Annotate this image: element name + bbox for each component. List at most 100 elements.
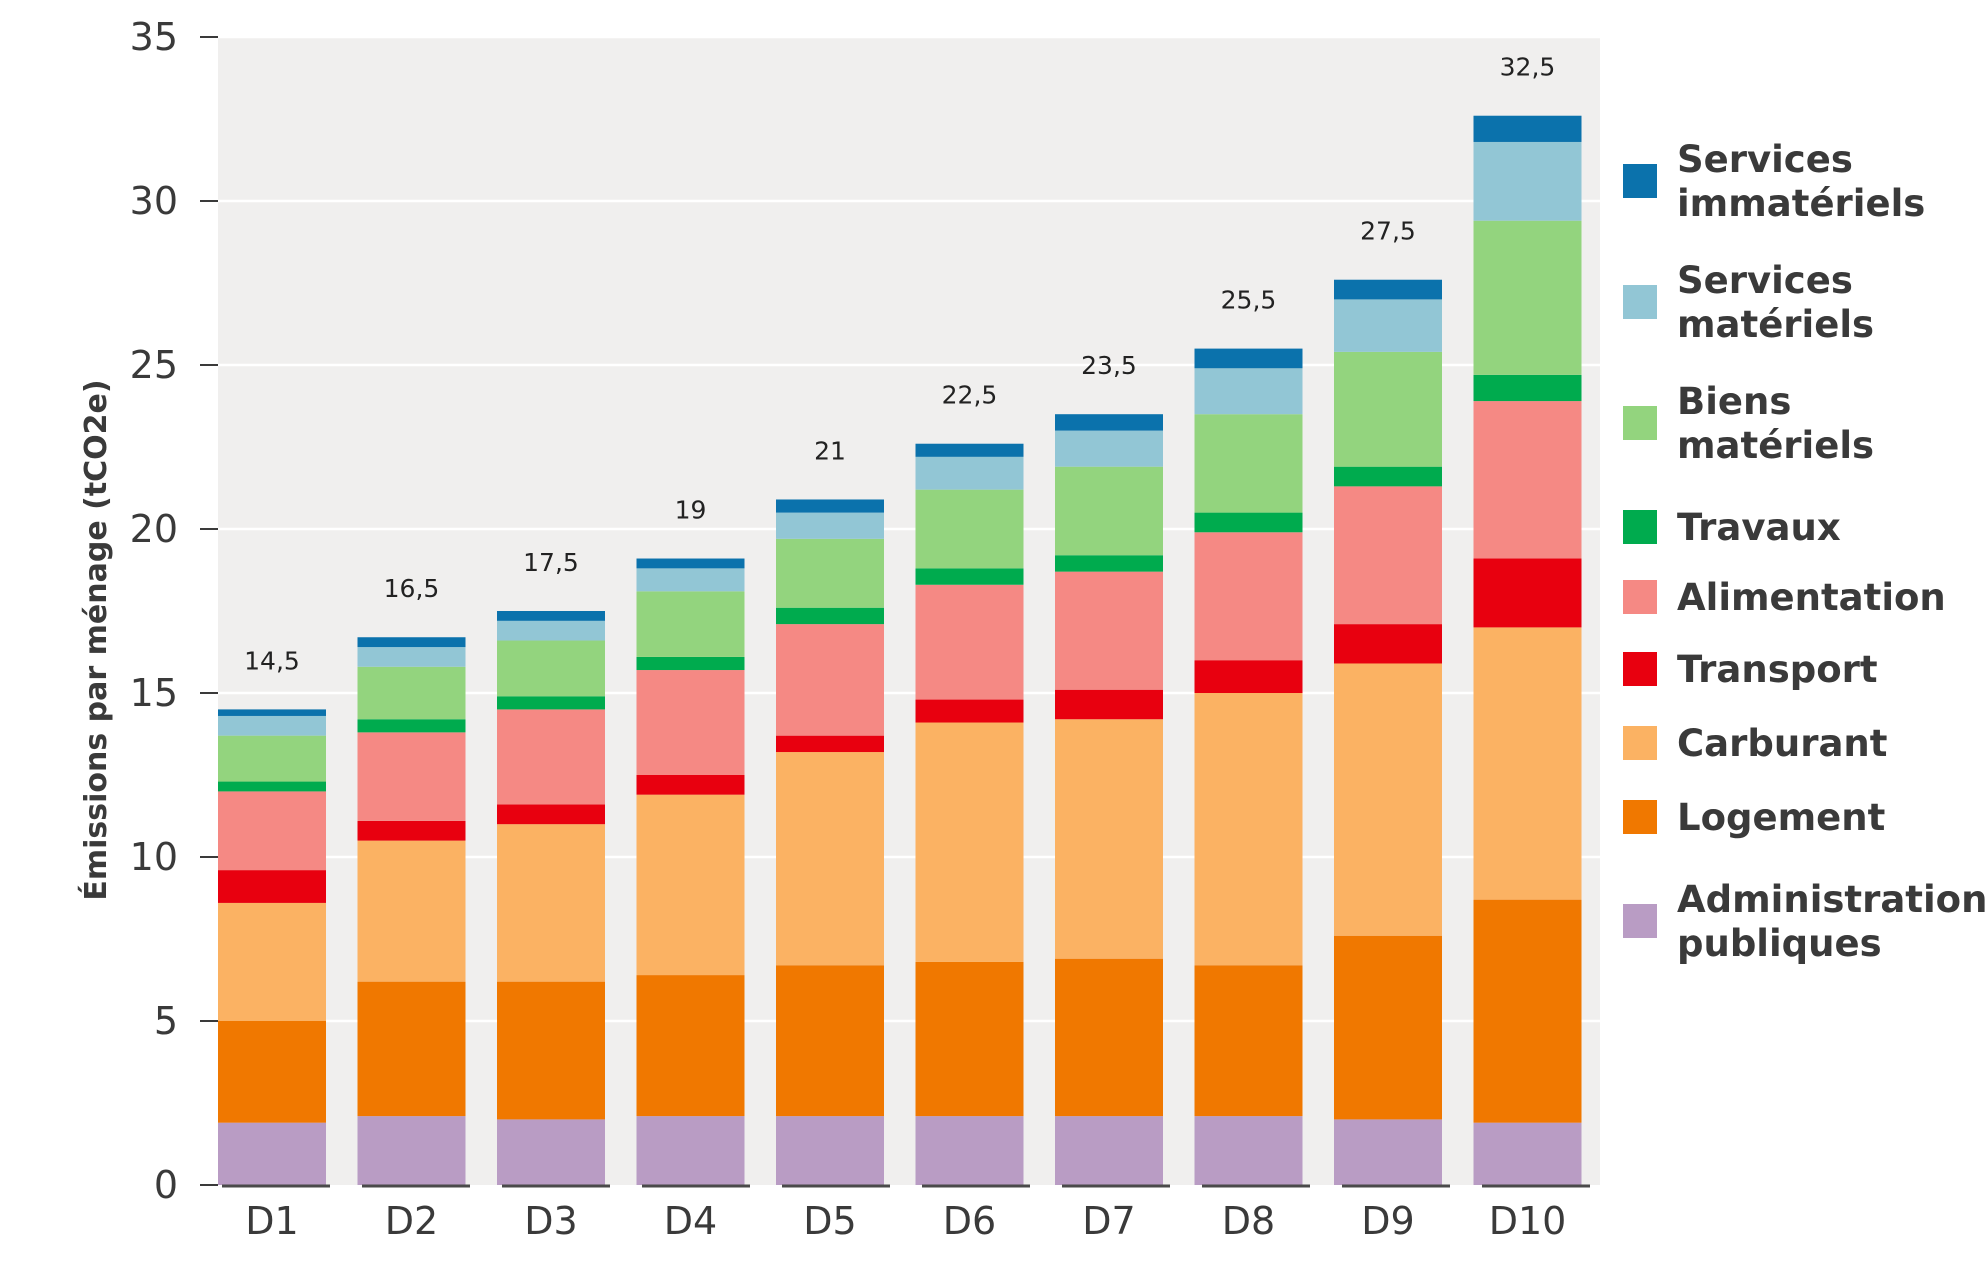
- bar-segment-carburant: [1334, 663, 1442, 936]
- bar-stack-D5: [776, 499, 884, 1185]
- bar-total-label: 16,5: [384, 574, 440, 603]
- x-tick-label: D1: [245, 1199, 298, 1243]
- bar-segment-services-immat-riels: [915, 443, 1024, 457]
- bar-segment-alimentation: [915, 584, 1024, 700]
- bar-segment-transport: [1334, 624, 1442, 664]
- bar-stack-D1: [218, 709, 326, 1185]
- bar-segment-services-mat-riels: [218, 715, 326, 736]
- bar-segment-travaux: [1055, 555, 1163, 572]
- x-tick-label: D7: [1082, 1199, 1135, 1243]
- bar-segment-carburant: [497, 824, 605, 982]
- legend-swatch: [1623, 510, 1657, 544]
- bar-segment-biens-mat-riels: [1194, 414, 1303, 513]
- bar-stack-D6: [915, 443, 1024, 1185]
- bar-segment-transport: [218, 870, 326, 903]
- x-tick-label: D8: [1222, 1199, 1275, 1243]
- bar-total-label: 21: [814, 436, 846, 465]
- bar-segment-logement: [915, 961, 1024, 1117]
- x-axis: D1 D2 D3 D4 D5 D6 D7 D8 D9 D10: [218, 1184, 1600, 1243]
- bar-segment-travaux: [1194, 512, 1303, 533]
- bar-segment-services-immat-riels: [1334, 279, 1442, 300]
- bar-segment-biens-mat-riels: [218, 735, 326, 782]
- bar-segment-logement: [636, 975, 745, 1117]
- bar-segment-services-immat-riels: [1194, 348, 1303, 369]
- legend-label: Logement: [1677, 796, 1885, 839]
- bar-segment-carburant: [1055, 719, 1163, 959]
- legend-item: Transport: [1623, 648, 1878, 691]
- bar-segment-travaux: [1334, 466, 1442, 487]
- bar-segment-logement: [1194, 965, 1303, 1117]
- bar-segment-administrations-publiques: [776, 1116, 884, 1185]
- bar-segment-administrations-publiques: [1194, 1116, 1303, 1185]
- y-tick-label: 25: [130, 343, 178, 387]
- bar-segment-services-mat-riels: [497, 620, 605, 641]
- bar-segment-services-mat-riels: [1334, 299, 1442, 352]
- bar-segment-administrations-publiques: [357, 1116, 466, 1185]
- legend-label: publiques: [1677, 922, 1882, 965]
- bar-segment-carburant: [915, 722, 1024, 962]
- bar-stack-D3: [497, 611, 605, 1185]
- bar-segment-travaux: [1473, 374, 1582, 402]
- bar-segment-transport: [915, 699, 1024, 723]
- legend-label: matériels: [1677, 424, 1874, 467]
- legend-swatch: [1623, 285, 1657, 319]
- bar-segment-biens-mat-riels: [357, 666, 466, 720]
- legend-item: Logement: [1623, 796, 1885, 839]
- x-tick-label: D9: [1361, 1199, 1414, 1243]
- bar-segment-services-immat-riels: [776, 499, 884, 513]
- bar-segment-transport: [1055, 689, 1163, 720]
- bar-segment-administrations-publiques: [1334, 1119, 1442, 1185]
- bar-segment-carburant: [1473, 627, 1582, 900]
- legend-swatch: [1623, 652, 1657, 686]
- legend-label: Administrations: [1677, 878, 1988, 921]
- bar-total-label: 22,5: [942, 381, 998, 410]
- bar-total-label: 27,5: [1360, 217, 1416, 246]
- bar-segment-logement: [497, 981, 605, 1120]
- bar-segment-biens-mat-riels: [776, 538, 884, 608]
- bar-total-label: 19: [675, 496, 707, 525]
- x-tick-label: D6: [943, 1199, 996, 1243]
- legend-label: Services: [1677, 259, 1853, 302]
- bar-totals: 14,5 16,5 17,5 19 21 22,5 23,5 25,5 27,5 32,5: [244, 53, 1555, 676]
- bar-total-label: 14,5: [244, 646, 300, 675]
- bar-total-label: 32,5: [1500, 53, 1556, 82]
- y-tick-label: 35: [130, 15, 178, 59]
- bar-segment-administrations-publiques: [497, 1119, 605, 1185]
- bar-segment-biens-mat-riels: [1473, 220, 1582, 375]
- bar-segment-logement: [1055, 958, 1163, 1117]
- bar-segment-alimentation: [636, 670, 745, 775]
- bar-segment-transport: [1194, 660, 1303, 693]
- bar-total-label: 17,5: [523, 548, 579, 577]
- bar-segment-services-immat-riels: [357, 637, 466, 648]
- bar-segment-travaux: [636, 656, 745, 671]
- bar-segment-services-immat-riels: [1055, 414, 1163, 431]
- bar-total-label: 23,5: [1081, 351, 1137, 380]
- bar-stack-D8: [1194, 348, 1303, 1185]
- legend-swatch: [1623, 580, 1657, 614]
- bar-segment-services-immat-riels: [1473, 115, 1582, 142]
- legend-swatch: [1623, 904, 1657, 938]
- bar-segment-services-mat-riels: [1473, 141, 1582, 221]
- bar-segment-services-mat-riels: [1055, 430, 1163, 467]
- y-tick-label: 15: [130, 671, 178, 715]
- legend-label: Carburant: [1677, 722, 1887, 765]
- legend-label: matériels: [1677, 303, 1874, 346]
- legend-label: immatériels: [1677, 182, 1925, 225]
- bar-segment-administrations-publiques: [1055, 1116, 1163, 1185]
- bar-segment-logement: [218, 1021, 326, 1123]
- bar-segment-biens-mat-riels: [1334, 351, 1442, 467]
- bar-segment-biens-mat-riels: [636, 591, 745, 657]
- y-axis-label: Émissions par ménage (tCO2e): [78, 379, 114, 900]
- bar-total-label: 25,5: [1221, 286, 1277, 315]
- legend: ServicesimmatérielsServicesmatérielsBien…: [1623, 138, 1988, 965]
- legend-label: Travaux: [1677, 506, 1841, 549]
- legend-item: Alimentation: [1623, 576, 1946, 619]
- bar-segment-travaux: [357, 719, 466, 733]
- bar-segment-alimentation: [1334, 486, 1442, 625]
- legend-swatch: [1623, 726, 1657, 760]
- x-tick-label: D5: [803, 1199, 856, 1243]
- legend-swatch: [1623, 164, 1657, 198]
